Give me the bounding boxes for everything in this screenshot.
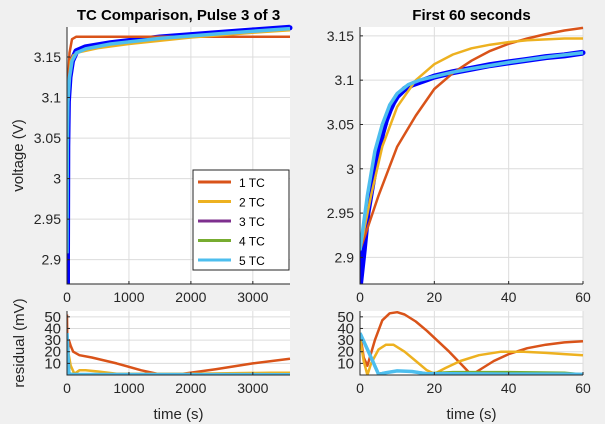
series-2-tc — [360, 337, 584, 375]
x-axis-label: time (s) — [447, 406, 497, 423]
x-tick-label: 1000 — [113, 289, 144, 305]
x-tick-label: 40 — [501, 289, 517, 305]
y-tick-label: 3 — [53, 171, 61, 187]
y-tick-label: 10 — [337, 355, 354, 372]
y-tick-label: 3.05 — [327, 116, 354, 132]
x-tick-label: 3000 — [237, 380, 268, 396]
series-2-tc — [360, 37, 583, 251]
y-tick-label: 30 — [44, 332, 61, 349]
y-tick-label: 20 — [44, 344, 61, 361]
chart-title: First 60 seconds — [412, 7, 530, 24]
x-tick-label: 0 — [63, 289, 71, 305]
y-tick-label: 20 — [337, 344, 354, 361]
x-axis-label: time (s) — [154, 406, 204, 423]
x-tick-label: 3000 — [237, 289, 268, 305]
y-tick-label: 2.9 — [42, 252, 62, 268]
legend-label: 4 TC — [239, 235, 265, 249]
series-5-tc — [67, 26, 291, 254]
y-tick-label: 3.1 — [42, 90, 62, 106]
series-1-tc — [360, 310, 584, 375]
x-tick-label: 0 — [63, 380, 71, 396]
y-tick-label: 2.95 — [34, 211, 61, 227]
y-tick-label: 3.15 — [34, 49, 61, 65]
measured-point — [360, 281, 363, 284]
x-tick-label: 2000 — [175, 289, 206, 305]
x-tick-label: 60 — [575, 289, 591, 305]
y-tick-label: 10 — [44, 355, 61, 372]
legend-label: 2 TC — [239, 196, 265, 210]
plot-area — [67, 311, 290, 375]
series-1-tc — [67, 314, 291, 375]
x-tick-label: 2000 — [175, 380, 206, 396]
legend-label: 3 TC — [239, 215, 265, 229]
y-axis-label: residual (mV) — [11, 298, 28, 387]
chart-title: TC Comparison, Pulse 3 of 3 — [77, 7, 280, 24]
series-5-tc — [360, 332, 584, 375]
y-tick-label: 2.9 — [335, 249, 355, 265]
y-tick-label: 40 — [44, 320, 61, 337]
y-tick-label: 3 — [346, 161, 354, 177]
x-tick-label: 1000 — [113, 380, 144, 396]
y-tick-label: 50 — [337, 309, 354, 326]
series-5-tc — [360, 50, 584, 251]
y-tick-label: 3.1 — [335, 72, 355, 88]
y-tick-label: 50 — [44, 309, 61, 326]
x-tick-label: 60 — [575, 380, 591, 396]
x-tick-label: 0 — [356, 289, 364, 305]
x-tick-label: 0 — [356, 380, 364, 396]
legend-label: 1 TC — [239, 176, 265, 190]
measured-point — [67, 281, 70, 284]
series-1-tc — [360, 26, 584, 251]
y-tick-label: 40 — [337, 320, 354, 337]
x-tick-label: 40 — [501, 380, 517, 396]
legend: 1 TC 2 TC 3 TC 4 TC 5 TC — [192, 169, 290, 271]
plot-area — [360, 311, 583, 375]
x-tick-label: 20 — [427, 289, 443, 305]
x-tick-label: 20 — [427, 380, 443, 396]
legend-label: 5 TC — [239, 254, 265, 268]
y-tick-label: 3.15 — [327, 28, 354, 44]
measured-point — [361, 247, 367, 253]
series-group — [360, 26, 586, 284]
chart-voltage-full: 0 1000 2000 3000 2.9 2.95 3 3.05 3.1 3.15 TC Compa… — [10, 7, 293, 305]
series-group — [360, 310, 584, 375]
chart-voltage-60s: 0 20 40 60 2.9 2.95 3 3.05 3.1 3.15 First 60 secon… — [327, 7, 591, 305]
y-tick-label: 3.05 — [34, 130, 61, 146]
y-tick-label: 2.95 — [327, 205, 354, 221]
y-tick-label: 30 — [337, 332, 354, 349]
y-axis-label: voltage (V) — [10, 119, 27, 192]
